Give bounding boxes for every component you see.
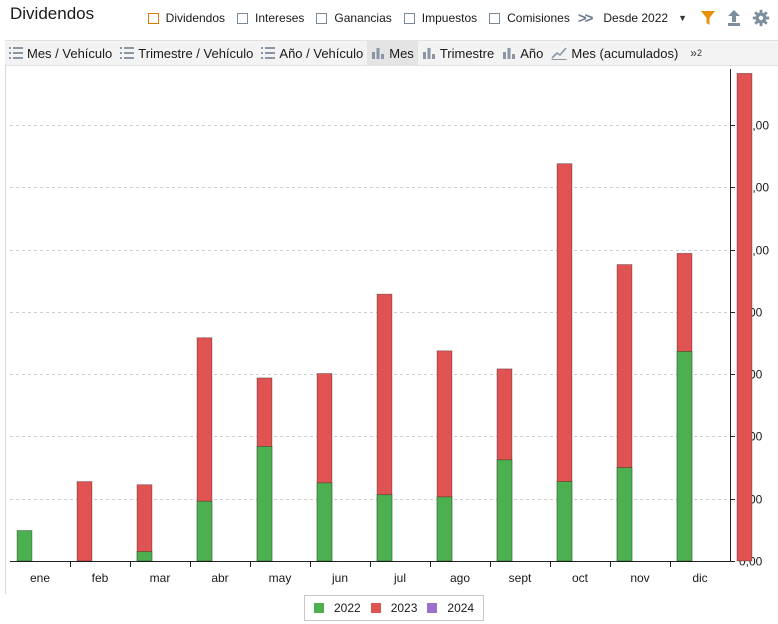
tab-label: Año: [520, 45, 544, 61]
tab-trimestre[interactable]: Trimestre: [418, 41, 498, 65]
bar-2023-feb: [136, 484, 153, 562]
gear-icon[interactable]: [752, 9, 770, 27]
list-icon: [9, 46, 23, 60]
filter-ganancias-checkbox[interactable]: Ganancias: [316, 11, 392, 25]
tab-label: Año / Vehículo: [279, 45, 364, 61]
bar-2022-sept: [496, 459, 513, 562]
list-icon: [261, 46, 276, 60]
filter-icon[interactable]: [700, 9, 716, 27]
filter-comisiones-checkbox[interactable]: Comisiones: [489, 11, 570, 25]
x-tick-label: jul: [393, 571, 406, 585]
filter-label: Impuestos: [421, 11, 478, 25]
checkbox-box[interactable]: [237, 12, 249, 24]
checkbox-box[interactable]: [403, 12, 415, 24]
filter-label: Comisiones: [507, 11, 570, 25]
bar-chart-icon: [422, 46, 436, 60]
bar-2023-ene: [76, 481, 93, 562]
legend-swatch: [314, 603, 324, 613]
filter-bar: Dividendos Intereses Ganancias Impuestos…: [147, 0, 778, 36]
page-title: Dividendos: [10, 4, 95, 23]
bar-2022-jul: [376, 494, 393, 562]
legend-label: 2022: [334, 601, 361, 615]
legend-item-2024[interactable]: 2024: [427, 601, 474, 615]
toolbar-overflow-button[interactable]: » 2: [682, 41, 702, 65]
chevron-down-icon: ▼: [678, 13, 687, 23]
tab-label: Trimestre / Vehículo: [138, 45, 254, 61]
bar-2022-oct: [556, 481, 573, 562]
list-icon: [120, 46, 135, 60]
view-toolbar: Mes / Vehículo Trimestre / Vehículo Año …: [5, 40, 778, 66]
checkbox-box[interactable]: [147, 12, 159, 24]
legend-label: 2023: [390, 601, 418, 615]
x-tick-label: abr: [211, 571, 228, 585]
line-chart-icon: [551, 46, 567, 60]
export-icon[interactable]: [726, 9, 742, 27]
period-dropdown[interactable]: Desde 2022 ▼: [603, 11, 687, 25]
bar-2022-dic: [676, 351, 693, 562]
chevrons-right-icon[interactable]: >>: [577, 9, 593, 27]
tab-mes-vehiculo[interactable]: Mes / Vehículo: [5, 41, 116, 65]
tab-mes-acumulados[interactable]: Mes (acumulados): [547, 41, 682, 65]
bar-2022-jun: [316, 482, 333, 562]
overflow-icon: »: [690, 46, 697, 60]
bar-2022-ago: [436, 496, 453, 562]
overflow-count: 2: [696, 48, 702, 58]
bar-2022-nov: [616, 467, 633, 562]
bar-2023-dic: [736, 72, 753, 562]
tab-label: Mes: [389, 45, 414, 61]
bar-2022-ene: [16, 530, 33, 562]
checkbox-box[interactable]: [316, 12, 328, 24]
x-tick-label: sept: [509, 571, 532, 585]
tab-mes[interactable]: Mes: [367, 41, 418, 65]
bar-2022-abr: [196, 500, 213, 562]
x-tick-label: ago: [450, 571, 470, 585]
x-tick-label: mar: [150, 571, 171, 585]
legend-item-2023[interactable]: 2023: [370, 601, 418, 615]
legend-swatch: [370, 603, 381, 613]
x-tick-label: jun: [331, 571, 348, 585]
tab-ano[interactable]: Año: [498, 41, 547, 65]
legend-label: 2024: [447, 601, 475, 615]
x-tick-label: may: [269, 571, 292, 585]
filter-label: Ganancias: [334, 11, 392, 25]
x-tick-label: oct: [572, 571, 589, 585]
tab-label: Trimestre: [439, 45, 495, 61]
chart-legend: 2022 2023 2024: [304, 595, 485, 621]
tab-label: Mes / Vehículo: [27, 45, 113, 61]
legend-item-2022[interactable]: 2022: [314, 601, 361, 615]
legend-swatch: [427, 603, 438, 613]
filter-label: Dividendos: [165, 11, 226, 25]
dividend-bar-chart: 0,002,004,006,008,0010,0012,0014,00enefe…: [5, 64, 769, 594]
period-label: Desde 2022: [603, 11, 669, 25]
filter-dividendos-checkbox[interactable]: Dividendos: [147, 11, 226, 25]
x-tick-label: ene: [30, 571, 50, 585]
x-tick-label: feb: [92, 571, 109, 585]
checkbox-box[interactable]: [489, 12, 501, 24]
filter-label: Intereses: [255, 11, 305, 25]
bar-2022-mar: [136, 551, 153, 562]
x-tick-label: dic: [692, 571, 707, 585]
bar-chart-icon: [502, 46, 516, 60]
filter-intereses-checkbox[interactable]: Intereses: [237, 11, 304, 25]
tab-trimestre-vehiculo[interactable]: Trimestre / Vehículo: [116, 41, 257, 65]
tab-label: Mes (acumulados): [571, 45, 679, 61]
tab-ano-vehiculo[interactable]: Año / Vehículo: [257, 41, 367, 65]
x-tick-label: nov: [630, 571, 649, 585]
filter-impuestos-checkbox[interactable]: Impuestos: [403, 11, 478, 25]
bar-2022-may: [256, 446, 273, 562]
bar-chart-icon: [371, 46, 385, 60]
